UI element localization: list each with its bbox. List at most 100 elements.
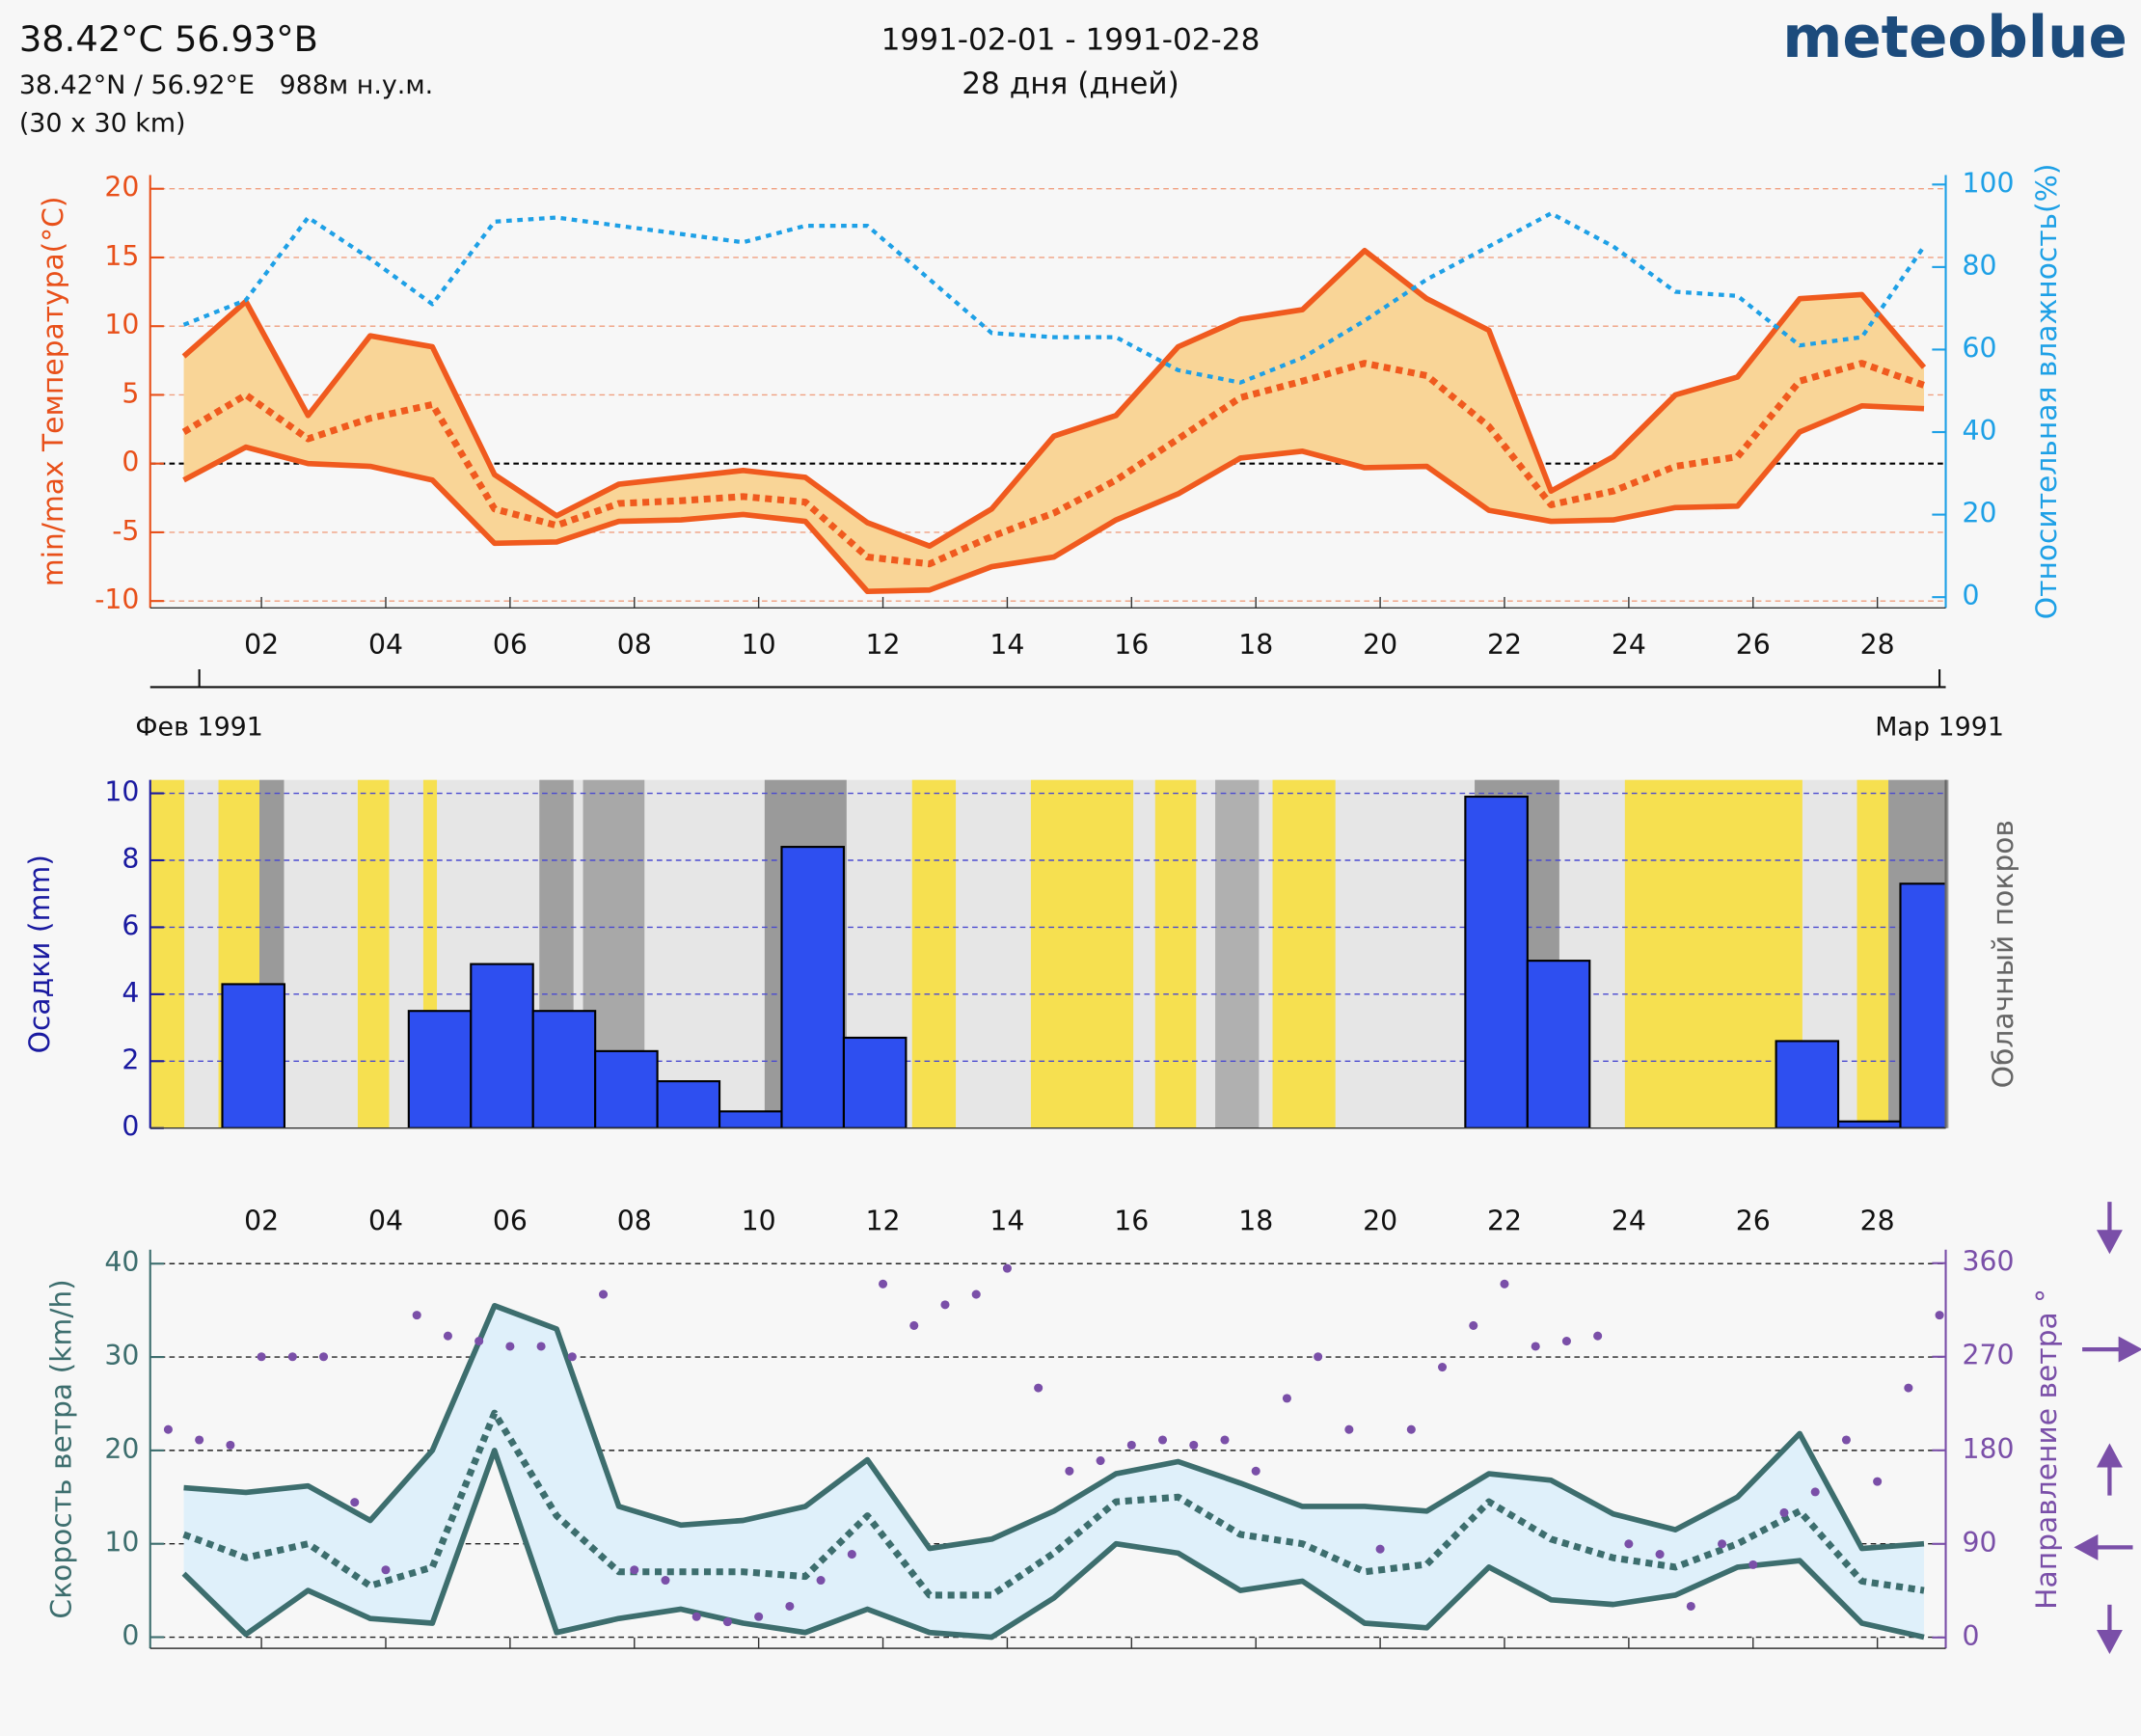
y-tick-label: 0 xyxy=(122,1111,139,1143)
x-tick-label: 12 xyxy=(866,629,901,661)
x-tick-label: 06 xyxy=(493,629,528,661)
y-tick-label: 15 xyxy=(104,240,139,272)
x-tick-label: 22 xyxy=(1487,629,1522,661)
precipitation-bar xyxy=(470,963,534,1128)
direction-dot xyxy=(1375,1544,1385,1554)
direction-dot xyxy=(1438,1363,1448,1372)
direction-dot xyxy=(940,1300,950,1310)
plot-area xyxy=(149,1262,1946,1641)
series-line xyxy=(181,1448,1925,1641)
y-axis-label: Осадки (mm) xyxy=(23,854,57,1053)
direction-dot xyxy=(1002,1263,1012,1273)
x-tick-label: 10 xyxy=(742,629,776,661)
x-tick-label: 12 xyxy=(866,1205,901,1236)
precipitation-bar xyxy=(1836,1120,1902,1128)
direction-dot xyxy=(1344,1424,1354,1434)
y2-tick-label: 80 xyxy=(1963,250,1997,282)
y2-tick-label: 180 xyxy=(1963,1433,2015,1465)
precipitation-bar xyxy=(531,1010,597,1128)
precipitation-bar xyxy=(1464,795,1529,1128)
direction-dot xyxy=(257,1352,266,1362)
plot-area xyxy=(149,792,1946,1128)
direction-dot xyxy=(1686,1601,1695,1612)
direction-dot xyxy=(1096,1456,1105,1466)
direction-dot xyxy=(1531,1342,1540,1351)
series-line xyxy=(181,248,1927,550)
y-tick-label: -5 xyxy=(112,515,139,547)
y-tick-label: 10 xyxy=(104,776,139,808)
direction-dot xyxy=(1469,1320,1478,1330)
precipitation-bar xyxy=(780,846,846,1128)
y-axis-label: Скорость ветра (km/h) xyxy=(45,1279,79,1618)
x-tick-label: 28 xyxy=(1860,1205,1895,1236)
direction-dot xyxy=(443,1331,452,1341)
period: 1991-02-01 - 1991-02-28 xyxy=(881,23,1260,58)
direction-dot xyxy=(536,1342,546,1351)
direction-dot xyxy=(1158,1435,1168,1445)
y-tick-label: 10 xyxy=(104,309,139,340)
direction-dot xyxy=(754,1612,764,1621)
y-tick-label: 5 xyxy=(122,377,139,409)
y2-axis-label: Направление ветра ° xyxy=(2030,1288,2064,1610)
direction-dot xyxy=(1126,1440,1136,1450)
x-tick-label: 22 xyxy=(1487,1205,1522,1236)
direction-dot xyxy=(287,1352,297,1362)
direction-dot xyxy=(1873,1477,1883,1486)
y-tick-label: 2 xyxy=(122,1044,139,1075)
direction-dot xyxy=(630,1565,639,1575)
direction-dot xyxy=(412,1311,421,1320)
direction-dot xyxy=(691,1612,701,1621)
series-line xyxy=(183,1302,1925,1552)
direction-dot xyxy=(226,1440,235,1450)
x-tick-label: 06 xyxy=(493,1205,528,1236)
x-tick-label: 26 xyxy=(1736,1205,1771,1236)
direction-dot xyxy=(1189,1440,1199,1450)
direction-dot xyxy=(909,1320,919,1330)
direction-dot xyxy=(599,1289,609,1299)
location-title: 38.42°C 56.93°B xyxy=(19,18,318,60)
direction-dot xyxy=(1624,1539,1634,1549)
wind-direction-legend xyxy=(2073,1202,2141,1655)
direction-dot xyxy=(847,1550,856,1560)
direction-dot xyxy=(1406,1424,1416,1434)
coordinates: 38.42°N / 56.92°E 988м н.у.м. xyxy=(19,70,433,100)
x-tick-label: 04 xyxy=(368,629,403,661)
brand-logo: meteoblue xyxy=(1782,5,2127,71)
precipitation-bar xyxy=(594,1049,659,1128)
x-tick-label: 08 xyxy=(617,1205,652,1236)
y-axis-label: min/max Температура(°C) xyxy=(37,197,70,587)
series-line xyxy=(182,211,1926,385)
precipitation-bar xyxy=(407,1010,473,1128)
precipitation-bar xyxy=(842,1036,908,1128)
y-tick-label: 0 xyxy=(122,447,139,478)
x-tick-label: 26 xyxy=(1736,629,1771,661)
direction-dot xyxy=(971,1289,981,1299)
series-line xyxy=(181,360,1926,568)
x-tick-label: 20 xyxy=(1363,629,1397,661)
series-line xyxy=(182,403,1925,595)
y2-tick-label: 60 xyxy=(1963,332,1997,364)
direction-dot xyxy=(1561,1337,1571,1346)
precipitation-bar xyxy=(718,1110,783,1128)
x-tick-label: 18 xyxy=(1238,1205,1273,1236)
resolution: (30 x 30 km) xyxy=(19,109,186,139)
y2-tick-label: 40 xyxy=(1963,415,1997,447)
direction-dot xyxy=(1655,1550,1665,1560)
direction-dot xyxy=(505,1342,515,1351)
direction-dot xyxy=(1904,1383,1913,1393)
direction-dot xyxy=(474,1337,484,1346)
x-tick-label: 24 xyxy=(1612,1205,1646,1236)
y2-axis-label: Облачный покров xyxy=(1987,820,2020,1088)
days: 28 дня (дней) xyxy=(962,67,1179,101)
month-label: Мар 1991 xyxy=(1875,712,2004,742)
y2-tick-label: 100 xyxy=(1963,167,2015,199)
direction-dot xyxy=(1065,1466,1074,1476)
precipitation-bar xyxy=(656,1080,721,1128)
x-tick-label: 10 xyxy=(742,1205,776,1236)
direction-dot xyxy=(1034,1383,1043,1393)
direction-dot xyxy=(722,1617,732,1627)
y-tick-label: 20 xyxy=(104,1433,139,1465)
direction-dot xyxy=(785,1601,795,1612)
